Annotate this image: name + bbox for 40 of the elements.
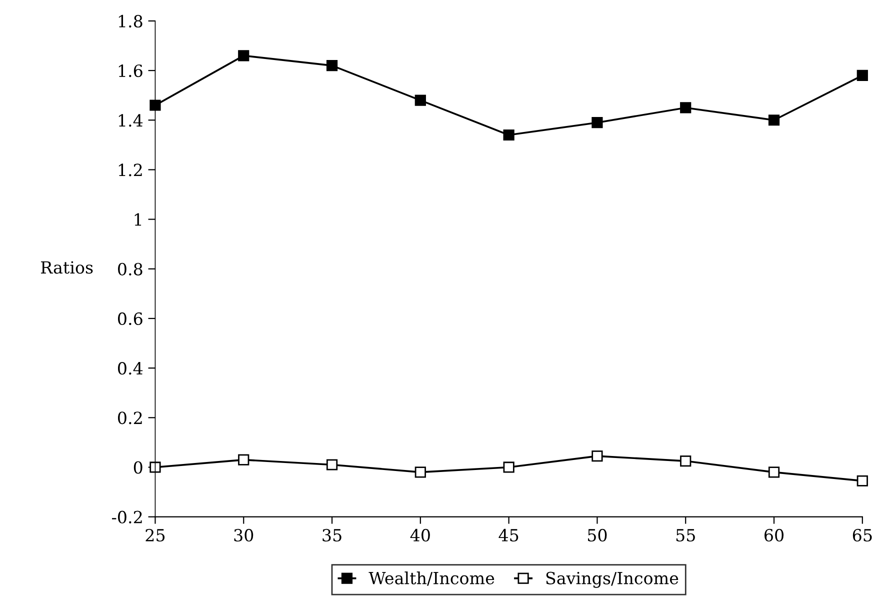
y-tick-label: 0	[134, 461, 142, 474]
y-tick-label: 0.4	[118, 362, 143, 375]
y-tick-label: 0.6	[118, 312, 142, 326]
point	[856, 475, 868, 486]
y-tick-label: 0.8	[118, 262, 142, 276]
x-tick-label: 35	[322, 528, 342, 542]
y-tick-label: 1	[134, 213, 142, 226]
point	[503, 129, 514, 141]
x-tick-label: 65	[852, 528, 872, 542]
y-tick-label: 1.6	[118, 64, 142, 78]
point	[680, 102, 692, 114]
y-tick-label: 1.2	[118, 164, 142, 176]
point	[768, 114, 780, 126]
point	[414, 466, 426, 478]
x-tick-label: 55	[676, 529, 695, 542]
point	[326, 60, 338, 72]
point	[680, 455, 692, 467]
x-tick-label: 40	[410, 528, 430, 542]
point	[592, 117, 603, 128]
x-tick-label: 25	[146, 528, 165, 542]
y-axis-title: Ratios	[41, 261, 93, 274]
point	[503, 462, 514, 473]
y-tick-label: 1.4	[118, 114, 143, 127]
y-tick-label: -0.2	[112, 510, 142, 524]
x-tick-label: 50	[588, 528, 607, 542]
legend-label: Wealth/Income	[368, 571, 494, 586]
point	[592, 450, 603, 462]
x-tick-label: 30	[234, 528, 254, 542]
y-tick-label: 0.2	[118, 412, 142, 424]
x-tick-label: 45	[498, 528, 518, 542]
point	[150, 100, 161, 111]
y-tick-label: 1.8	[118, 14, 142, 28]
point	[768, 466, 780, 478]
legend-label: Savings/Income	[546, 572, 678, 588]
point	[326, 459, 338, 470]
point	[414, 94, 426, 106]
x-tick-label: 60	[764, 528, 784, 542]
point	[238, 50, 250, 62]
point	[238, 454, 250, 466]
point	[856, 70, 868, 82]
